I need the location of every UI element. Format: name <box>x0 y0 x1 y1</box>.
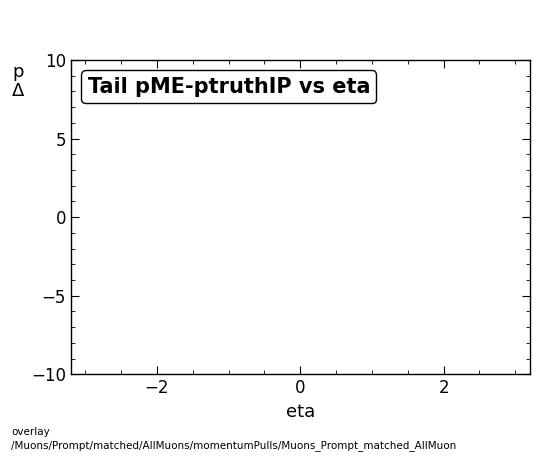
Text: overlay: overlay <box>11 427 50 438</box>
Text: /Muons/Prompt/matched/AllMuons/momentumPulls/Muons_Prompt_matched_AllMuon: /Muons/Prompt/matched/AllMuons/momentumP… <box>11 440 456 451</box>
Text: Δ: Δ <box>12 82 25 100</box>
Text: p: p <box>13 63 24 81</box>
X-axis label: eta: eta <box>286 403 315 420</box>
Legend: Tail pME-ptruthIP vs eta: Tail pME-ptruthIP vs eta <box>81 71 376 103</box>
